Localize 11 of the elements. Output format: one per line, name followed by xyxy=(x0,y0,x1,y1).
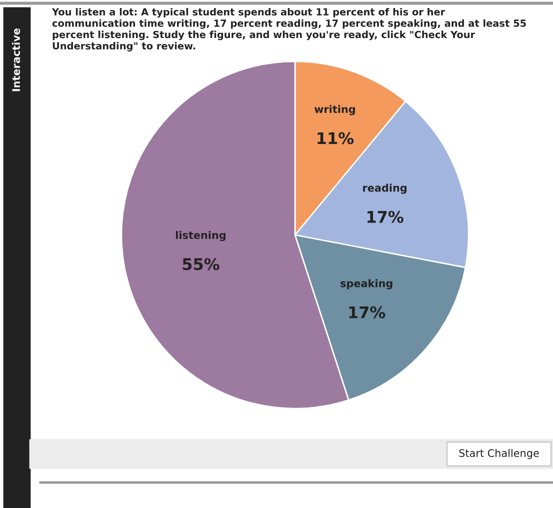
slice-label: writing xyxy=(314,105,355,116)
text: Interactive xyxy=(12,28,20,92)
data-label: 17% xyxy=(349,306,386,318)
slice-label: listening xyxy=(176,230,226,242)
data-label: 17% xyxy=(367,210,404,223)
text: Start Challenge xyxy=(459,448,539,460)
slice-label: speaking xyxy=(340,279,392,290)
data-label: 11% xyxy=(318,132,354,144)
chart-title: You listen a lot: A typical student spends about 11 percent of his or her communication time writing, 17 percent reading, 17 percent speaking, and at least 55 percent listening. Study the figure, and when you're ready, click "Check Your Understanding" to review. xyxy=(52,8,526,52)
slice-label: reading xyxy=(363,184,406,194)
data-label: 55% xyxy=(182,258,220,270)
